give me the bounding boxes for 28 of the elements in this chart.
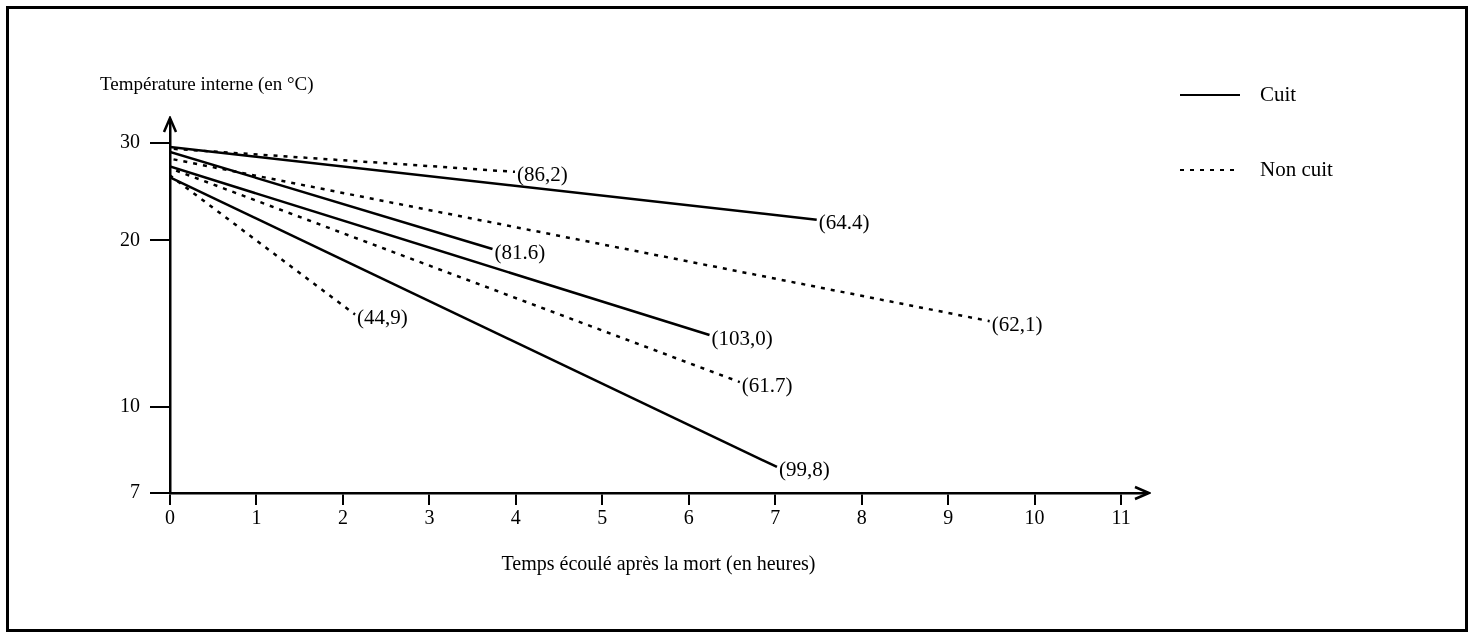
x-tick-label: 8 <box>856 506 867 529</box>
x-tick-label: 0 <box>165 506 175 529</box>
annotation: (99,8) <box>778 457 830 482</box>
annotation: (64.4) <box>818 210 870 235</box>
y-tick-label: 7 <box>130 480 140 503</box>
annotation: (62,1) <box>991 311 1043 336</box>
x-tick-label: 10 <box>1024 506 1045 529</box>
y-tick-label: 20 <box>120 227 140 250</box>
x-tick-label: 5 <box>597 506 608 529</box>
x-tick-label: 9 <box>943 506 954 529</box>
x-tick-label: 4 <box>510 506 521 529</box>
x-tick-label: 1 <box>251 506 262 529</box>
annotation: (103,0) <box>711 325 773 350</box>
annotation: (44,9) <box>357 305 408 330</box>
x-tick-label: 7 <box>770 506 781 529</box>
annotation: (86,2) <box>516 162 568 187</box>
annotation: (81.6) <box>494 239 546 264</box>
y-tick-label: 30 <box>120 130 140 153</box>
x-tick-label: 6 <box>683 506 694 529</box>
y-axis-title: Température interne (en °C) <box>100 73 314 95</box>
x-tick-label: 3 <box>424 506 435 529</box>
x-axis-title: Temps écoulé après la mort (en heures) <box>501 552 816 576</box>
legend-label: Cuit <box>1260 81 1297 106</box>
annotation: (61.7) <box>741 372 793 397</box>
y-tick-label: 10 <box>120 394 140 417</box>
x-tick-label: 11 <box>1111 506 1131 529</box>
x-tick-label: 2 <box>337 506 348 529</box>
legend-label: Non cuit <box>1260 156 1334 181</box>
